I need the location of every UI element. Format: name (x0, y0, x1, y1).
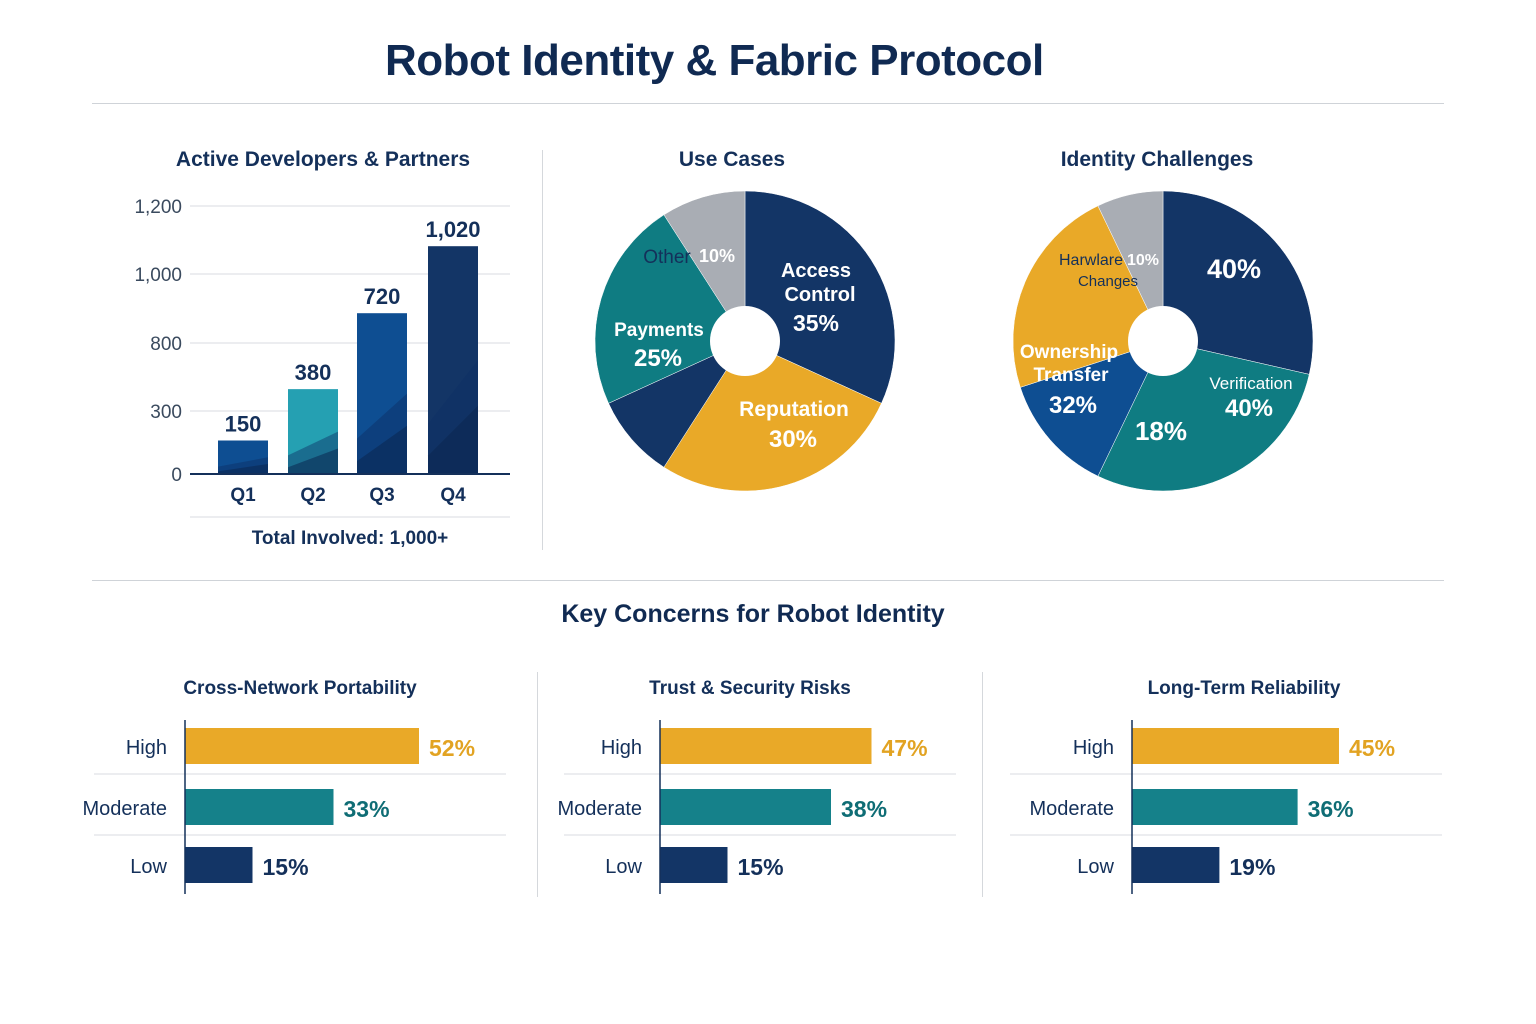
bar-value-label: 380 (295, 360, 332, 385)
row-label: Moderate (83, 798, 168, 820)
row-label: Moderate (558, 798, 643, 820)
bar-shade (428, 405, 478, 474)
concern-bar-moderate (185, 789, 334, 825)
pie-slice-2 (608, 340, 746, 468)
x-tick-label: Q2 (300, 485, 325, 506)
row-label: Low (1077, 856, 1114, 878)
concern-bar-low (1132, 847, 1220, 883)
portability-bar-chart: High 52% Moderate 33% Low 15% (83, 720, 506, 894)
concern-bar-high (660, 728, 872, 764)
y-tick-label: 1,000 (134, 265, 182, 286)
slice-label: Changes (1078, 273, 1138, 290)
pie-slice-4 (663, 190, 746, 342)
concern-value: 52% (429, 735, 475, 761)
concern-bar-low (660, 847, 728, 883)
slice-value: 10% (699, 246, 735, 266)
concern-divider-1 (537, 672, 538, 897)
pie-slice-4 (1097, 190, 1164, 342)
concern-bar-high (1132, 728, 1339, 764)
concern-value: 38% (841, 796, 887, 822)
row-label: Moderate (1030, 798, 1115, 820)
concern-value: 36% (1308, 796, 1354, 822)
slice-value: 40% (1207, 254, 1261, 284)
slice-value: 10% (1127, 252, 1159, 269)
x-tick-label: Q1 (230, 485, 256, 506)
concern-value: 33% (344, 796, 390, 822)
slice-label: Ownership (1020, 342, 1118, 363)
slice-value: 32% (1049, 392, 1097, 419)
x-tick-label: Q4 (440, 485, 466, 506)
concern-title-reliability: Long-Term Reliability (1147, 678, 1341, 699)
concern-bar-moderate (660, 789, 831, 825)
trust-bar-chart: High 47% Moderate 38% Low 15% (558, 720, 956, 894)
y-tick-label: 800 (150, 334, 182, 355)
concern-value: 47% (882, 735, 928, 761)
slice-value: 18% (1135, 416, 1187, 446)
pie-slice-3 (1012, 205, 1164, 388)
pie-center-hole (1128, 306, 1198, 376)
identity-challenges-title: Identity Challenges (1060, 148, 1254, 171)
middle-divider (92, 580, 1444, 581)
pie-slice-0 (1162, 190, 1314, 375)
row-label: Low (130, 856, 167, 878)
page-title: Robot Identity & Fabric Protocol (385, 36, 1044, 85)
concern-divider-2 (982, 672, 983, 897)
bar-value-label: 720 (364, 284, 401, 309)
bar-shade (288, 448, 338, 474)
pie-slice-3 (594, 214, 746, 404)
row-label: High (126, 737, 167, 759)
pie-slice-1 (1097, 340, 1310, 492)
row-label: High (601, 737, 642, 759)
slice-value: 35% (793, 310, 839, 336)
pie-slice-1 (663, 340, 882, 492)
key-concerns-title: Key Concerns for Robot Identity (561, 600, 945, 628)
concern-title-portability: Cross-Network Portability (183, 678, 417, 699)
concern-bar-high (185, 728, 419, 764)
concern-title-trust: Trust & Security Risks (649, 678, 851, 699)
concern-value: 15% (738, 854, 784, 880)
pie-center-hole (710, 306, 780, 376)
concern-value: 19% (1229, 854, 1275, 880)
column-divider (542, 150, 543, 550)
slice-value: 30% (769, 426, 817, 453)
slice-label: Access (781, 260, 851, 282)
y-tick-label: 300 (150, 402, 182, 423)
total-involved-label: Total Involved: 1,000+ (251, 528, 449, 549)
top-divider (92, 103, 1444, 104)
concern-value: 15% (263, 854, 309, 880)
slice-label: Control (784, 284, 855, 306)
bar-value-label: 1,020 (425, 217, 480, 242)
slice-label: Transfer (1034, 365, 1110, 386)
slice-label: Reputation (739, 398, 849, 421)
bar-shade (357, 425, 407, 474)
developers-bar-chart: 0 300 800 1,000 1,200 150 Q1 380 Q2 720 Q3 1,020 Q4 (134, 197, 510, 518)
pie-slice-2 (1020, 340, 1164, 477)
use-cases-title: Use Cases (678, 148, 786, 171)
row-label: Low (605, 856, 642, 878)
bar-shade (218, 463, 268, 474)
y-tick-label: 1,200 (134, 197, 182, 218)
slice-label: Harwlare (1059, 252, 1123, 269)
slice-label: Payments (614, 320, 704, 341)
slice-value: 40% (1225, 395, 1273, 422)
slice-label: Other (643, 247, 691, 268)
slice-label: Verification (1209, 374, 1292, 393)
concern-value: 45% (1349, 735, 1395, 761)
x-tick-label: Q3 (369, 485, 394, 506)
pie-slice-0 (744, 190, 896, 404)
y-tick-label: 0 (171, 465, 182, 486)
bar-chart-title: Active Developers & Partners (175, 148, 471, 171)
concern-bar-moderate (1132, 789, 1298, 825)
bar-value-label: 150 (225, 412, 262, 437)
row-label: High (1073, 737, 1114, 759)
concern-bar-low (185, 847, 253, 883)
slice-value: 25% (634, 345, 682, 372)
reliability-bar-chart: High 45% Moderate 36% Low 19% (1010, 720, 1442, 894)
